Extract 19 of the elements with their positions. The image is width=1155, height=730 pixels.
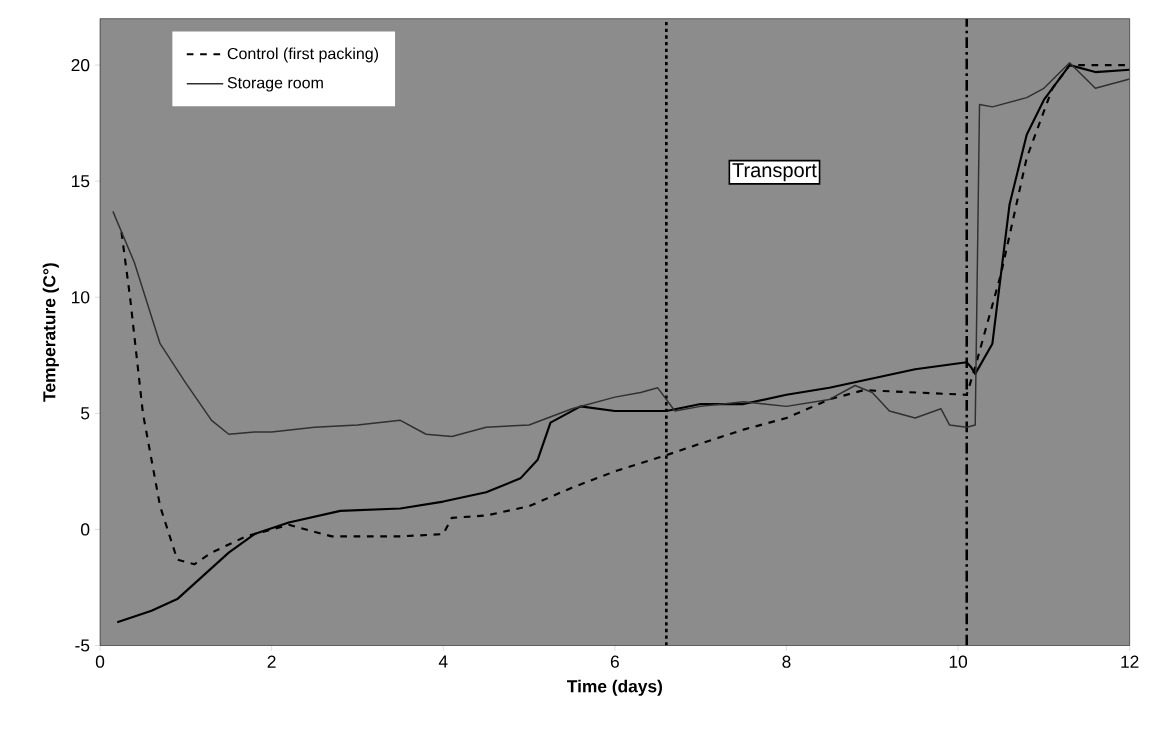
x-axis-title: Time (days) [567,679,662,697]
x-tick-label: 6 [610,655,619,669]
y-tick-label: 20 [71,59,90,72]
x-tick-label: 0 [95,655,105,669]
annotation: Transport [732,163,817,182]
x-tick-label: 2 [267,655,276,668]
y-tick-label: -5 [75,639,90,652]
line-series [112,62,1130,438]
legend-label: Storage room [227,77,323,92]
y-tick-label: 5 [81,407,90,420]
x-tick-label: 8 [782,655,791,669]
x-tick-label: 4 [438,655,448,668]
x-tick-label: 12 [1121,655,1139,668]
y-tick-label: 10 [72,291,90,304]
y-tick-label: 0 [81,523,90,536]
y-axis-title: Temperature (C°) [42,263,59,402]
y-tick-label: 15 [72,175,90,188]
x-tick-label: 10 [949,655,968,669]
legend-label: Control (first packing) [227,47,379,63]
